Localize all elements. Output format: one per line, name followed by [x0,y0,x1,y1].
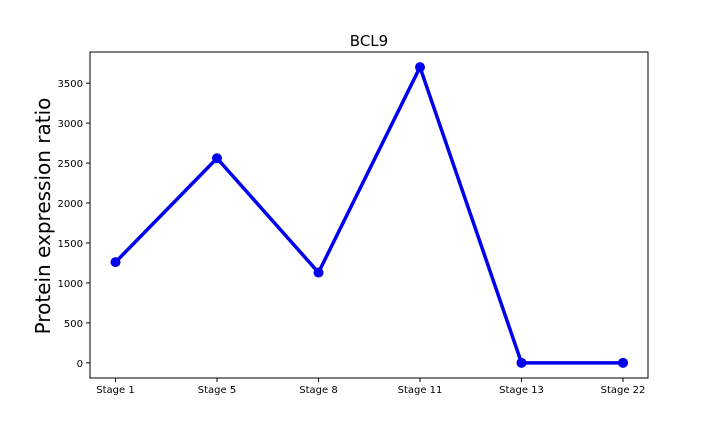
y-tick-label: 2000 [58,199,83,210]
series-layer [110,62,628,368]
y-tick-label: 500 [64,319,83,330]
x-tick-label: Stage 5 [198,385,236,396]
data-point [415,62,425,73]
x-ticks: Stage 1 Stage 5 Stage 8 Stage 11 Stage 13 Sta… [96,378,645,396]
x-tick-label: Stage 1 [96,385,134,396]
series-line [113,65,625,365]
data-point [516,357,527,368]
y-tick-label: 2500 [58,159,83,170]
y-tick-label: 3000 [58,119,83,130]
y-ticks: 0 500 1000 1500 2000 2500 3000 3500 [58,79,90,370]
data-point [313,267,324,278]
x-tick-label: Stage 8 [299,385,337,396]
y-tick-label: 1000 [58,279,83,290]
y-tick-label: 1500 [58,239,83,250]
y-tick-label: 0 [77,359,83,370]
data-point [110,257,121,268]
x-tick-label: Stage 13 [499,385,544,396]
plot-frame [89,51,649,379]
x-tick-label: Stage 22 [601,385,646,396]
y-axis-label: Protein expression ratio [31,98,55,335]
chart-title: BCL9 [350,32,388,50]
data-point [618,357,628,368]
data-point [212,153,222,164]
y-tick-label: 3500 [58,79,83,90]
x-tick-label: Stage 11 [398,385,443,396]
